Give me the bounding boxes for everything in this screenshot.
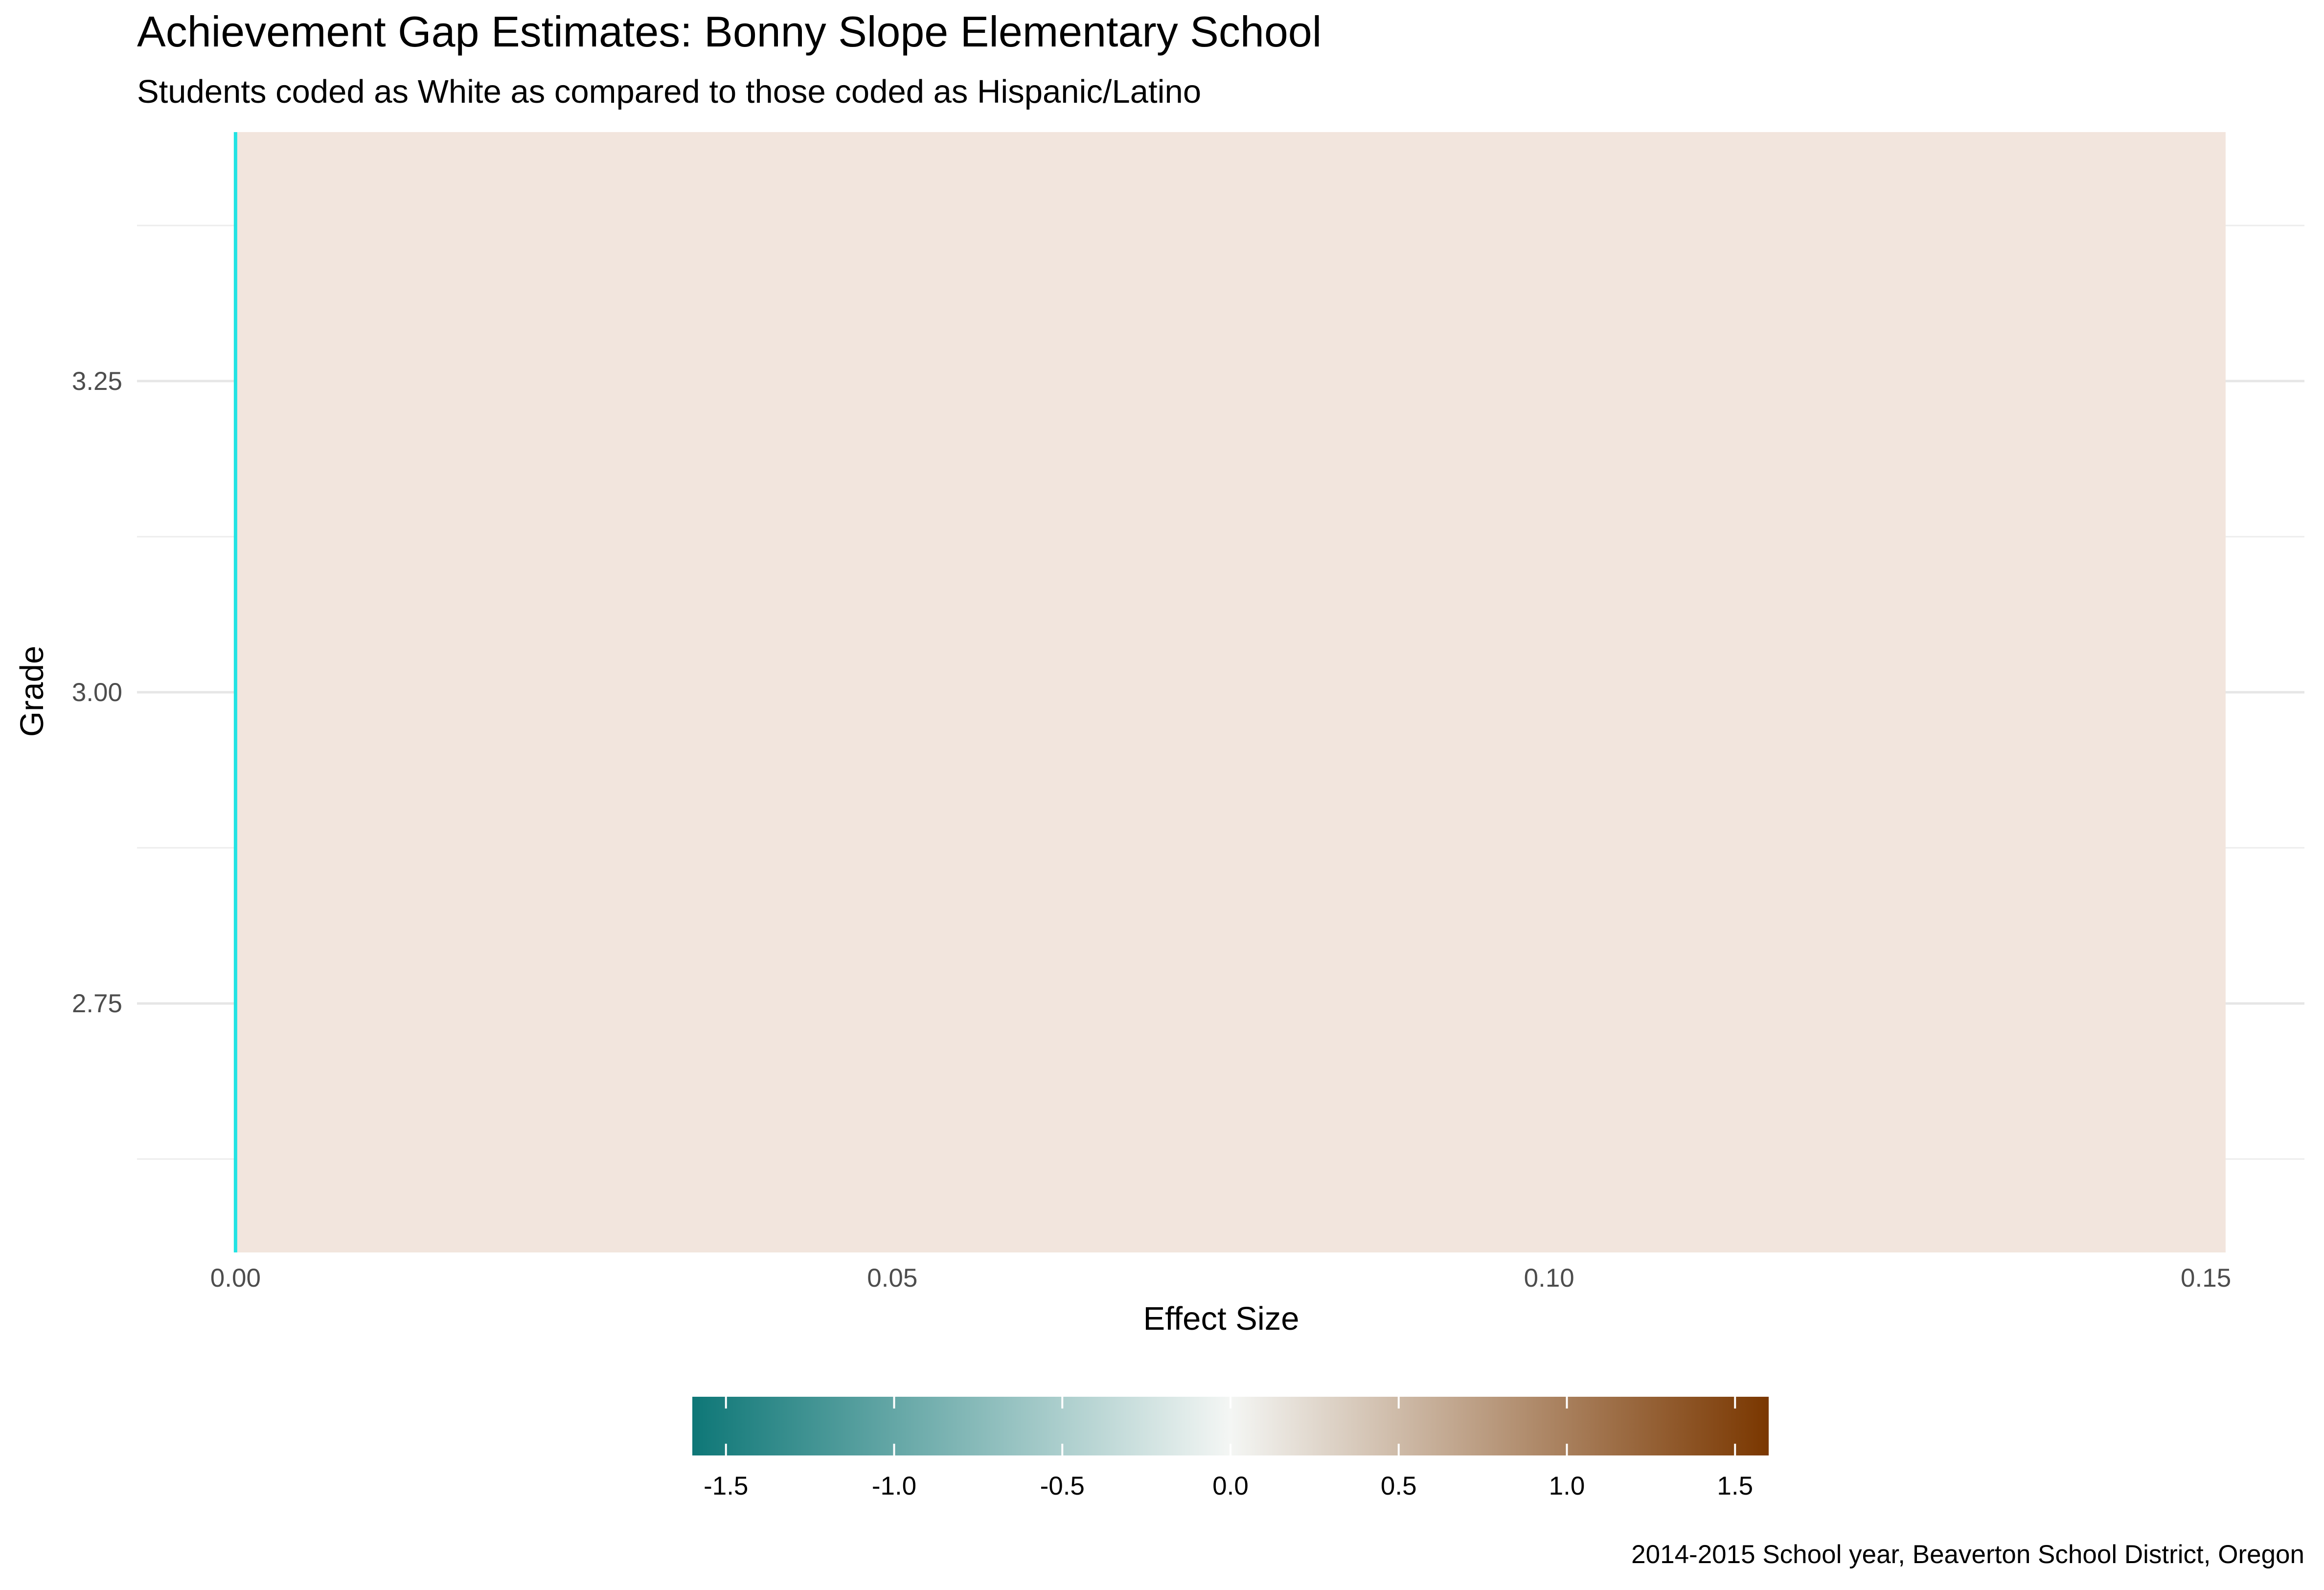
- x-tick-label: 0.10: [1524, 1264, 1574, 1293]
- bars: [235, 132, 2226, 1252]
- x-tick-label: 0.15: [2181, 1264, 2231, 1293]
- chart-subtitle: Students coded as White as compared to t…: [137, 73, 1201, 110]
- y-tick-label: 3.00: [72, 678, 122, 707]
- y-tick-label: 2.75: [72, 989, 122, 1018]
- y-axis-title: Grade: [14, 646, 50, 737]
- y-axis-ticks: 2.75 3.00 3.25: [72, 367, 122, 1018]
- colorbar-tick-label: -1.5: [704, 1472, 748, 1500]
- colorbar-tick-label: 1.0: [1549, 1472, 1585, 1500]
- colorbar-tick-label: 0.0: [1212, 1472, 1249, 1500]
- colorbar-tick-label: 0.5: [1381, 1472, 1417, 1500]
- colorbar-legend: -1.5 -1.0 -0.5 0.0 0.5 1.0 1.5: [692, 1397, 1769, 1500]
- x-axis-title: Effect Size: [1143, 1300, 1299, 1337]
- x-tick-label: 0.05: [867, 1264, 917, 1293]
- y-tick-label: 3.25: [72, 367, 122, 396]
- x-tick-label: 0.00: [210, 1264, 261, 1293]
- colorbar-tick-label: -0.5: [1040, 1472, 1085, 1500]
- chart-title: Achievement Gap Estimates: Bonny Slope E…: [137, 7, 1321, 56]
- colorbar-tick-label: -1.0: [872, 1472, 916, 1500]
- bar-grade-3: [235, 132, 2226, 1252]
- colorbar-tick-label: 1.5: [1717, 1472, 1753, 1500]
- x-axis-ticks: 0.00 0.05 0.10 0.15: [210, 1264, 2231, 1293]
- chart-caption: 2014-2015 School year, Beaverton School …: [1631, 1540, 2304, 1569]
